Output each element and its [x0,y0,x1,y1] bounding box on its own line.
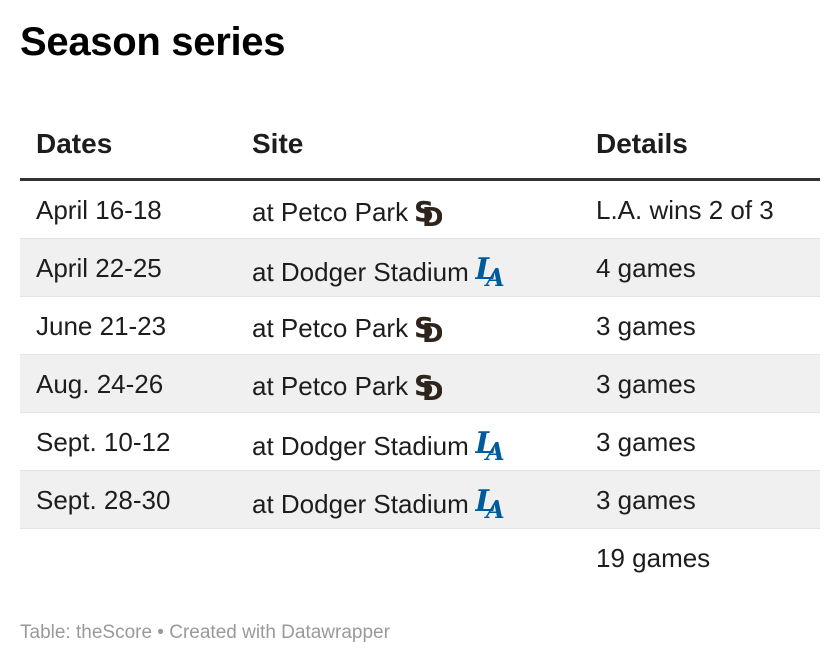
svg-text:S: S [414,369,434,401]
column-header-site: Site [252,128,304,159]
svg-text:L: L [475,427,496,461]
table-row: Sept. 28-30 at Dodger Stadium L A 3 games [20,471,820,529]
site-cell: at Dodger Stadium L A [252,484,505,526]
site-cell: at Petco Park S D [252,311,444,350]
details-cell: 3 games [596,369,696,399]
svg-text:D: D [422,377,442,401]
date-cell: Sept. 10-12 [36,427,171,457]
details-cell: 3 games [596,311,696,341]
details-cell: L.A. wins 2 of 3 [596,195,774,225]
date-cell: Aug. 24-26 [36,369,164,399]
svg-text:A: A [484,437,505,461]
table-row: June 21-23 at Petco Park S D 3 games [20,297,820,355]
site-cell: at Dodger Stadium L A [252,426,505,468]
table-row: Aug. 24-26 at Petco Park S D 3 games [20,355,820,413]
details-cell: 3 games [596,485,696,515]
column-header-details: Details [596,128,688,159]
details-cell: 4 games [596,253,696,283]
svg-text:A: A [484,263,505,287]
site-label: at Petco Park [252,313,409,343]
svg-text:A: A [484,495,505,519]
column-header-dates: Dates [36,128,113,159]
season-series-table: Dates Site Details April 16-18 at Petco P… [20,122,820,586]
site-label: at Petco Park [252,197,409,227]
table-header: Dates Site Details [20,122,820,181]
svg-text:D: D [422,203,442,227]
site-label: at Petco Park [252,371,409,401]
site-label: at Dodger Stadium [252,489,469,519]
table-row: Sept. 10-12 at Dodger Stadium L A 3 games [20,413,820,471]
date-cell: April 16-18 [36,195,162,225]
svg-text:L: L [475,253,496,287]
table-title: Season series [20,20,286,64]
site-cell: at Dodger Stadium L A [252,252,505,294]
site-label: at Dodger Stadium [252,257,469,287]
site-cell: at Petco Park S D [252,195,444,234]
total-details-cell: 19 games [596,543,711,573]
date-cell: Sept. 28-30 [36,485,171,515]
table-row: April 22-25 at Dodger Stadium L A 4 games [20,239,820,297]
date-cell: June 21-23 [36,311,167,341]
svg-text:S: S [414,311,434,343]
site-cell: at Petco Park S D [252,369,444,408]
date-cell: April 22-25 [36,253,162,283]
details-cell: 3 games [596,427,696,457]
svg-text:D: D [422,319,442,343]
site-label: at Dodger Stadium [252,431,469,461]
svg-text:S: S [414,195,434,227]
table-row-total: 19 games [20,529,820,586]
svg-text:L: L [475,485,496,519]
table-row: April 16-18 at Petco Park S D L.A. wins 2 of… [20,181,820,239]
source-footer: Table: theScore • Created with Datawrapp… [20,622,390,643]
